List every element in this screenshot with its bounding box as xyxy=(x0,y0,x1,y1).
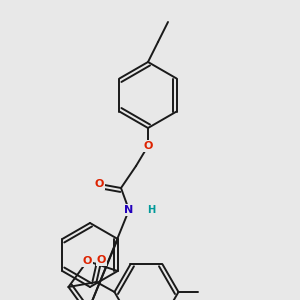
Text: O: O xyxy=(97,255,106,265)
Text: N: N xyxy=(124,205,134,215)
Text: O: O xyxy=(143,141,153,151)
Text: O: O xyxy=(82,256,92,266)
Text: H: H xyxy=(147,205,155,215)
Text: O: O xyxy=(94,179,104,189)
